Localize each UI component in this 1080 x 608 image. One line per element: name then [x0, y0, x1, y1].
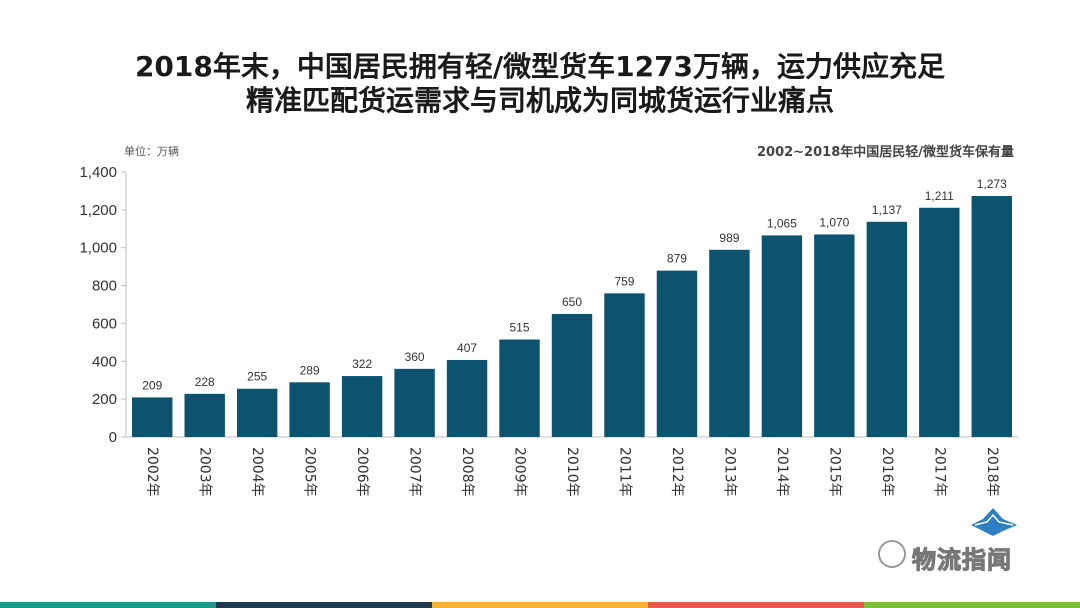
- y-tick-label: 0: [109, 429, 117, 446]
- x-tick-label: 2004年: [249, 447, 265, 497]
- x-tick-label: 2005年: [302, 447, 318, 497]
- x-tick-label: 2002年: [144, 447, 160, 497]
- footer-color-bar: [0, 602, 1080, 608]
- data-label: 1,137: [872, 203, 902, 217]
- y-tick-label: 1,400: [79, 164, 117, 181]
- x-tick-label: 2007年: [407, 447, 423, 497]
- bar-2010年: [551, 313, 593, 437]
- data-label: 255: [247, 370, 267, 384]
- bar-2012年: [656, 270, 698, 437]
- x-tick-label: 2017年: [931, 447, 947, 497]
- bar-2002年: [132, 397, 173, 437]
- bar-2013年: [709, 249, 750, 437]
- watermark-text: 物流指闻: [912, 546, 1012, 575]
- data-label: 1,211: [925, 189, 954, 203]
- y-tick-label: 1,200: [79, 202, 117, 219]
- data-label: 989: [719, 231, 739, 245]
- bar-2014年: [761, 235, 803, 437]
- x-tick-label: 2008年: [459, 447, 475, 497]
- bar-2006年: [341, 376, 383, 437]
- bar-2007年: [394, 368, 435, 437]
- bar-2008年: [446, 359, 488, 437]
- x-tick-label: 2006年: [354, 447, 370, 497]
- data-label: 407: [457, 341, 477, 355]
- bar-2017年: [919, 207, 960, 437]
- x-tick-label: 2009年: [512, 447, 528, 497]
- footer-color-segment: [432, 602, 648, 608]
- x-tick-label: 2003年: [197, 447, 213, 497]
- data-label: 1,273: [977, 177, 1007, 191]
- data-label: 879: [667, 252, 687, 266]
- footer-color-segment: [216, 602, 432, 608]
- bar-2015年: [814, 234, 855, 437]
- unit-label: 单位：万辆: [124, 145, 179, 158]
- wechat-icon: [878, 540, 906, 568]
- y-tick-label: 1,000: [79, 240, 117, 257]
- bar-2018年: [971, 196, 1012, 437]
- x-tick-label: 2013年: [721, 447, 737, 497]
- data-label: 228: [195, 375, 215, 389]
- bar-2005年: [289, 382, 330, 437]
- data-label: 209: [142, 378, 162, 392]
- data-label: 515: [510, 321, 530, 335]
- page-title-line-1: 2018年末，中国居民拥有轻/微型货车1273万辆，运力供应充足: [134, 50, 946, 83]
- x-tick-label: 2014年: [774, 447, 790, 497]
- x-tick-label: 2015年: [826, 447, 842, 497]
- data-label: 1,070: [819, 215, 849, 229]
- footer-color-segment: [0, 602, 216, 608]
- chart-title: 2002~2018年中国居民轻/微型货车保有量: [756, 145, 1014, 160]
- footer-color-segment: [864, 602, 1080, 608]
- mountain-logo-icon: [971, 508, 1017, 536]
- y-tick-label: 200: [92, 391, 117, 408]
- bar-2016年: [866, 221, 908, 437]
- bar-2009年: [499, 339, 540, 437]
- x-tick-label: 2011年: [616, 447, 632, 497]
- data-label: 759: [614, 274, 634, 288]
- data-label: 322: [352, 357, 372, 371]
- bar-2011年: [604, 293, 645, 437]
- data-label: 1,065: [767, 216, 797, 230]
- bar-2004年: [236, 388, 278, 437]
- data-label: 360: [405, 350, 425, 364]
- x-tick-label: 2016年: [879, 447, 895, 497]
- x-tick-label: 2018年: [984, 447, 1000, 497]
- x-tick-label: 2012年: [669, 447, 685, 497]
- x-tick-label: 2010年: [564, 447, 580, 497]
- data-label: 650: [562, 295, 582, 309]
- bar-2003年: [184, 393, 225, 437]
- footer-color-segment: [648, 602, 864, 608]
- y-tick-label: 600: [92, 315, 117, 332]
- page-title-line-2: 精准匹配货运需求与司机成为同城货运行业痛点: [245, 84, 834, 117]
- y-tick-label: 400: [92, 353, 117, 370]
- y-tick-label: 800: [92, 278, 117, 295]
- data-label: 289: [300, 363, 320, 377]
